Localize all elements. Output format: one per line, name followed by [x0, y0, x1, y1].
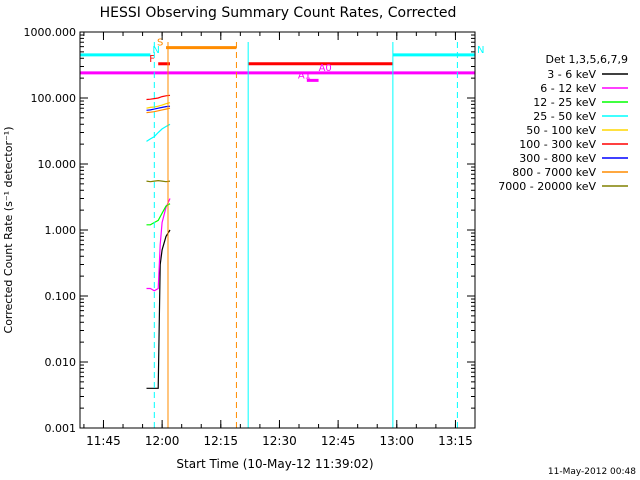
legend-entry: 3 - 6 keV [547, 68, 596, 81]
series-line [146, 102, 171, 109]
series-line [146, 94, 171, 101]
plot-frame [79, 31, 476, 429]
y-tick-label: 0.001 [45, 422, 77, 435]
flag-label: N [477, 45, 484, 56]
legend-title: Det 1,3,5,6,7,9 [545, 53, 628, 66]
series-line [146, 123, 171, 142]
series-line [146, 107, 171, 114]
chart-title: HESSI Observing Summary Count Rates, Cor… [100, 5, 457, 21]
y-tick-label: 0.010 [45, 356, 77, 369]
series-line [146, 179, 171, 183]
x-axis: 11:45 12:00 12:15 12:30 12:45 13:00 13:15 [83, 32, 476, 448]
y-axis: 0.001 0.010 0.100 1.000 10.000 100.000 1000.00… [24, 26, 475, 435]
series-line [146, 105, 171, 111]
x-tick-label: 11:45 [86, 434, 121, 448]
y-tick-label: 1.000 [45, 224, 77, 237]
flag-label: S [157, 38, 163, 49]
y-axis-label: Corrected Count Rate (s⁻¹ detector⁻¹) [2, 127, 15, 334]
legend-entry: 7000 - 20000 keV [498, 180, 596, 193]
x-axis-label: Start Time (10-May-12 11:39:02) [176, 457, 373, 471]
y-tick-label: 0.100 [45, 290, 77, 303]
x-tick-label: 12:30 [262, 434, 297, 448]
legend-entry: 800 - 7000 keV [512, 166, 596, 179]
flag-label: A1 [298, 70, 311, 81]
legend-entry: 100 - 300 keV [519, 138, 596, 151]
y-tick-label: 10.000 [38, 158, 77, 171]
series-lines [146, 94, 171, 389]
x-tick-label: 12:15 [203, 434, 238, 448]
x-tick-label: 12:00 [145, 434, 180, 448]
series-line [146, 229, 171, 389]
series-line [146, 203, 171, 226]
legend-entry: 50 - 100 keV [526, 124, 596, 137]
marker-lines [153, 42, 458, 428]
x-tick-label: 13:15 [438, 434, 473, 448]
legend-entry: 25 - 50 keV [533, 110, 596, 123]
flag-label: A0 [319, 63, 332, 74]
legend-entry: 12 - 25 keV [533, 96, 596, 109]
y-tick-label: 1000.000 [24, 26, 77, 39]
x-tick-label: 12:45 [321, 434, 356, 448]
timestamp-stamp: 11-May-2012 00:48 [547, 467, 636, 477]
series-line [146, 198, 171, 292]
legend-entry: 6 - 12 keV [540, 82, 596, 95]
flag-label: N [152, 45, 159, 56]
y-tick-label: 100.000 [31, 92, 77, 105]
flag-label: F [149, 54, 155, 65]
x-tick-label: 13:00 [379, 434, 414, 448]
legend-entry: 300 - 800 keV [519, 152, 596, 165]
